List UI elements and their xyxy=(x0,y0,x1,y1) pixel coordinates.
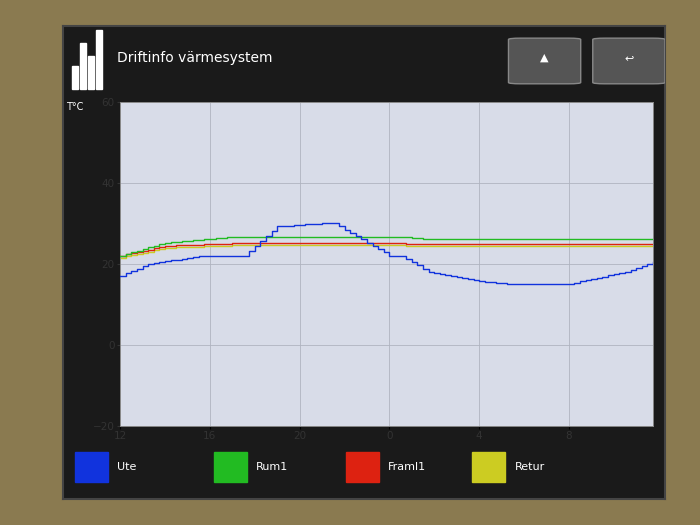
FancyBboxPatch shape xyxy=(508,38,581,84)
Text: Ute: Ute xyxy=(117,462,136,472)
Bar xyxy=(75,452,108,481)
Text: Retur: Retur xyxy=(514,462,545,472)
Bar xyxy=(346,452,379,481)
Text: ▲: ▲ xyxy=(540,53,549,63)
Bar xyxy=(88,56,94,89)
Bar xyxy=(80,43,86,89)
Text: Rum1: Rum1 xyxy=(256,462,288,472)
Bar xyxy=(214,452,246,481)
Bar xyxy=(473,452,505,481)
Bar xyxy=(72,66,78,89)
Text: T°C: T°C xyxy=(66,102,84,112)
FancyBboxPatch shape xyxy=(593,38,665,84)
Bar xyxy=(95,29,101,89)
Text: Driftinfo värmesystem: Driftinfo värmesystem xyxy=(117,51,273,65)
Text: Framl1: Framl1 xyxy=(388,462,426,472)
Text: ↩: ↩ xyxy=(624,53,634,63)
